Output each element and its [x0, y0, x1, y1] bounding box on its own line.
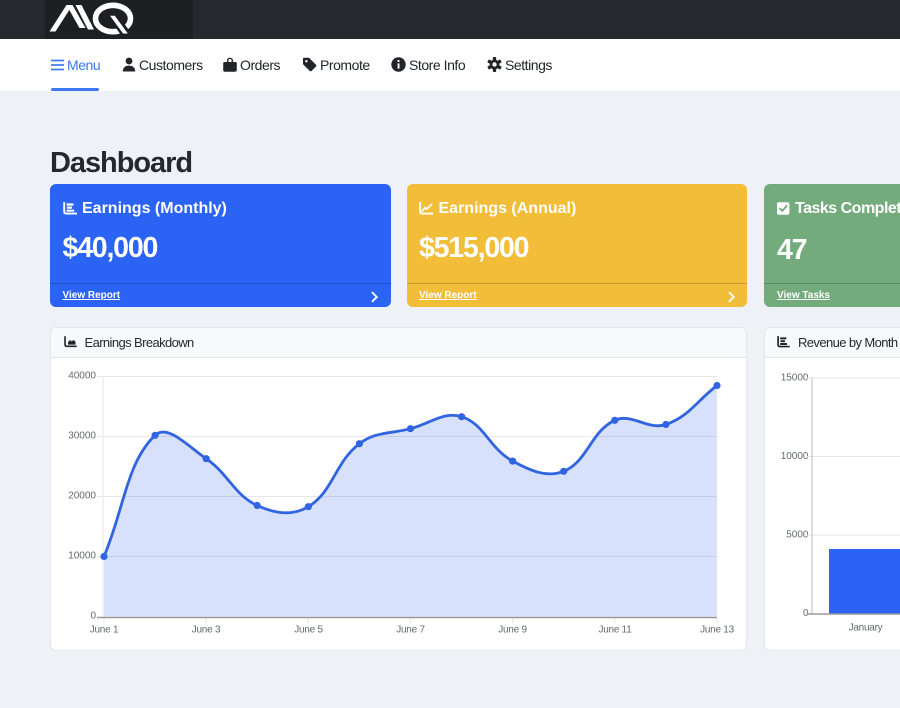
svg-text:June 3: June 3 — [192, 624, 221, 635]
svg-text:0: 0 — [802, 608, 808, 619]
svg-text:June 5: June 5 — [294, 624, 323, 635]
svg-text:10000: 10000 — [780, 451, 808, 462]
svg-text:June 11: June 11 — [598, 624, 632, 635]
svg-text:10000: 10000 — [68, 550, 96, 561]
svg-text:January: January — [848, 622, 882, 633]
svg-text:June 9: June 9 — [498, 624, 527, 635]
svg-text:0: 0 — [90, 610, 96, 621]
svg-text:30000: 30000 — [68, 430, 96, 441]
svg-text:June 13: June 13 — [700, 624, 735, 635]
svg-text:June 7: June 7 — [396, 624, 425, 635]
svg-text:5000: 5000 — [786, 529, 809, 540]
svg-text:June 1: June 1 — [90, 624, 119, 635]
svg-text:20000: 20000 — [68, 490, 96, 501]
svg-text:40000: 40000 — [68, 370, 96, 381]
svg-text:15000: 15000 — [780, 372, 808, 383]
